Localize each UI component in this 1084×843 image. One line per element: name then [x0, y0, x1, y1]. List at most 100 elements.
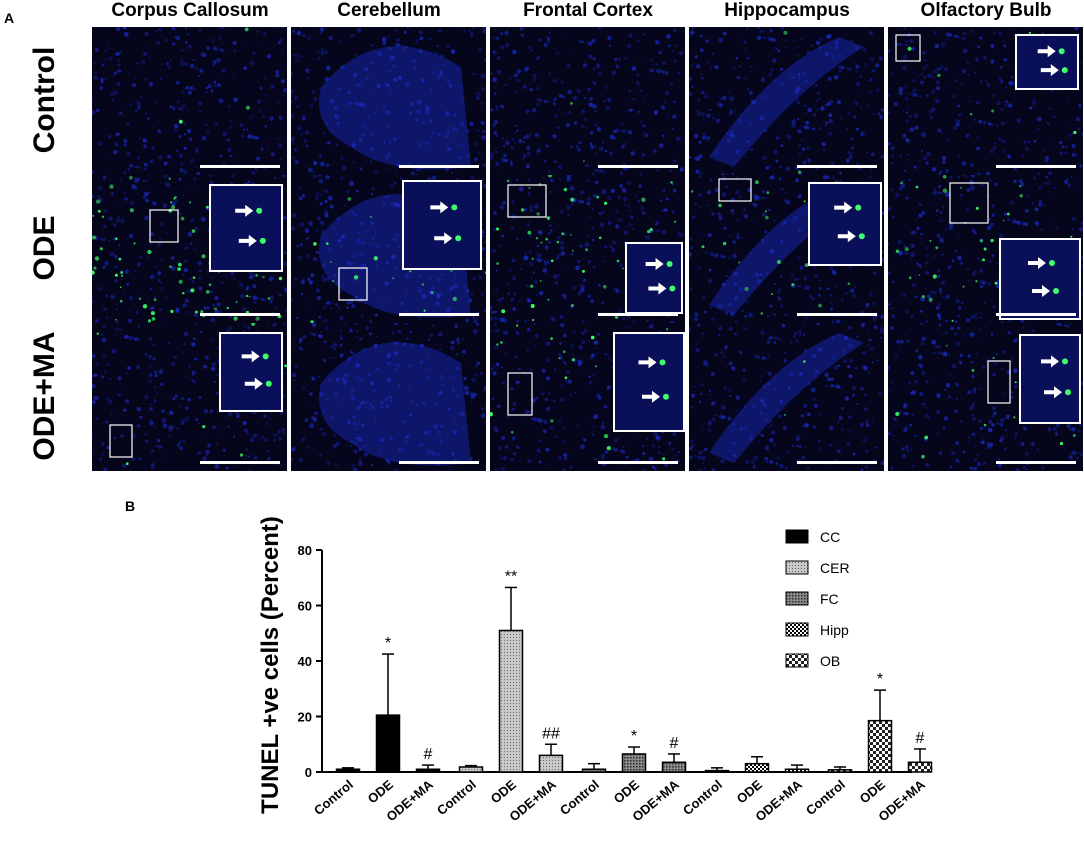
- bar-ob-2: [907, 761, 933, 773]
- legend-swatch-fc: [785, 591, 809, 606]
- significance-mark: *: [877, 671, 883, 688]
- scale-bar: [797, 461, 877, 464]
- bar-fc-1: [621, 753, 647, 773]
- significance-mark: #: [424, 746, 433, 763]
- x-tick-label: Control: [311, 777, 356, 818]
- micrograph-ode-ma-frontal-cortex: [490, 323, 685, 471]
- micrograph-control-corpus-callosum: [92, 27, 287, 175]
- arrow-icon: [1037, 45, 1056, 58]
- legend-swatch-ob: [785, 653, 809, 668]
- scale-bar: [598, 165, 678, 168]
- scale-bar: [200, 165, 280, 168]
- arrow-icon: [1044, 386, 1062, 399]
- column-title-frontal-cortex: Frontal Cortex: [523, 0, 653, 21]
- inset-source-box: [109, 424, 133, 458]
- micrograph-ode-ma-corpus-callosum: [92, 323, 287, 471]
- scale-bar: [598, 461, 678, 464]
- arrow-icon: [430, 201, 449, 214]
- x-tick-label: ODE: [857, 777, 888, 807]
- micrograph-ode-corpus-callosum: [92, 175, 287, 323]
- bar-ob-1: [867, 719, 893, 773]
- arrow-icon: [244, 377, 263, 390]
- micrograph-ode-olfactory-bulb: [888, 175, 1083, 323]
- y-tick-label: 0: [305, 765, 312, 780]
- y-tick-label: 80: [298, 543, 312, 558]
- legend-label-fc: FC: [820, 591, 839, 607]
- inset-source-box: [507, 184, 547, 218]
- legend-label-cc: CC: [820, 529, 840, 545]
- x-tick-label: Control: [434, 777, 479, 818]
- significance-mark: **: [505, 568, 517, 585]
- y-tick-label: 20: [298, 710, 312, 725]
- micrograph-ode-ma-olfactory-bulb: [888, 323, 1083, 471]
- bar-fc-2: [661, 761, 687, 773]
- arrow-icon: [1041, 355, 1059, 368]
- inset-zoom-box: [1015, 34, 1079, 90]
- scale-bar: [200, 461, 280, 464]
- arrow-icon: [648, 282, 667, 295]
- significance-mark: *: [631, 728, 637, 745]
- inset-source-box: [987, 360, 1011, 404]
- bar-cer-2: [538, 754, 564, 773]
- scale-bar: [996, 313, 1076, 316]
- x-tick-label: Control: [680, 777, 725, 818]
- x-tick-label: ODE: [734, 777, 765, 807]
- arrow-icon: [642, 390, 660, 403]
- scale-bar: [399, 461, 479, 464]
- scale-bar: [996, 165, 1076, 168]
- micrograph-ode-ma-hippocampus: [689, 323, 884, 471]
- inset-zoom-box: [808, 182, 882, 266]
- inset-zoom-box: [999, 238, 1081, 320]
- micrograph-control-frontal-cortex: [490, 27, 685, 175]
- arrow-icon: [238, 234, 257, 247]
- scale-bar: [996, 461, 1076, 464]
- arrow-icon: [834, 201, 853, 214]
- bar-cer-1: [498, 629, 524, 773]
- arrow-icon: [1028, 257, 1046, 269]
- legend-label-ob: OB: [820, 653, 840, 669]
- inset-source-box: [507, 372, 533, 416]
- arrow-icon: [638, 356, 657, 369]
- panel-b-label: B: [125, 498, 136, 514]
- bar-fc-0: [581, 768, 607, 773]
- inset-source-box: [149, 209, 179, 243]
- x-tick-label: ODE: [488, 777, 519, 807]
- significance-mark: #: [670, 735, 679, 752]
- x-tick-label: Control: [557, 777, 602, 818]
- tunel-bar-chart: TUNEL +ve cells (Percent) 0 20 40 60 80 Contr…: [257, 516, 933, 824]
- inset-source-box: [338, 267, 368, 301]
- significance-mark: ##: [542, 725, 560, 742]
- inset-zoom-box: [219, 332, 283, 412]
- legend-swatch-cer: [785, 560, 809, 575]
- inset-zoom-box: [402, 180, 482, 270]
- legend-label-hipp: Hipp: [820, 622, 849, 638]
- scale-bar: [399, 313, 479, 316]
- inset-zoom-box: [1019, 334, 1081, 424]
- arrow-icon: [645, 258, 664, 270]
- inset-zoom-box: [625, 242, 683, 314]
- micrograph-control-olfactory-bulb: [888, 27, 1083, 175]
- scale-bar: [399, 165, 479, 168]
- legend-label-cer: CER: [820, 560, 850, 576]
- column-title-hippocampus: Hippocampus: [724, 0, 850, 21]
- x-tick-label: Control: [803, 777, 848, 818]
- inset-zoom-box: [209, 184, 283, 272]
- legend-swatch-hipp: [785, 622, 809, 637]
- panel-a-label: A: [4, 10, 15, 26]
- inset-source-box: [718, 178, 752, 202]
- inset-source-box: [895, 34, 921, 62]
- column-title-corpus-callosum: Corpus Callosum: [111, 0, 269, 21]
- column-title-olfactory-bulb: Olfactory Bulb: [920, 0, 1052, 21]
- row-title-ode: ODE: [28, 215, 61, 281]
- scale-bar: [797, 165, 877, 168]
- inset-source-box: [949, 182, 989, 224]
- y-axis-label: TUNEL +ve cells (Percent): [257, 516, 284, 814]
- y-tick-label: 60: [298, 599, 312, 614]
- row-title-control: Control: [28, 46, 61, 154]
- bar-cc-1: [375, 714, 401, 773]
- micrograph-ode-ma-cerebellum: [291, 323, 486, 471]
- row-title-ode-ma: ODE+MA: [28, 331, 61, 461]
- micrograph-control-hippocampus: [689, 27, 884, 175]
- arrow-icon: [1040, 64, 1059, 77]
- micrograph-ode-frontal-cortex: [490, 175, 685, 323]
